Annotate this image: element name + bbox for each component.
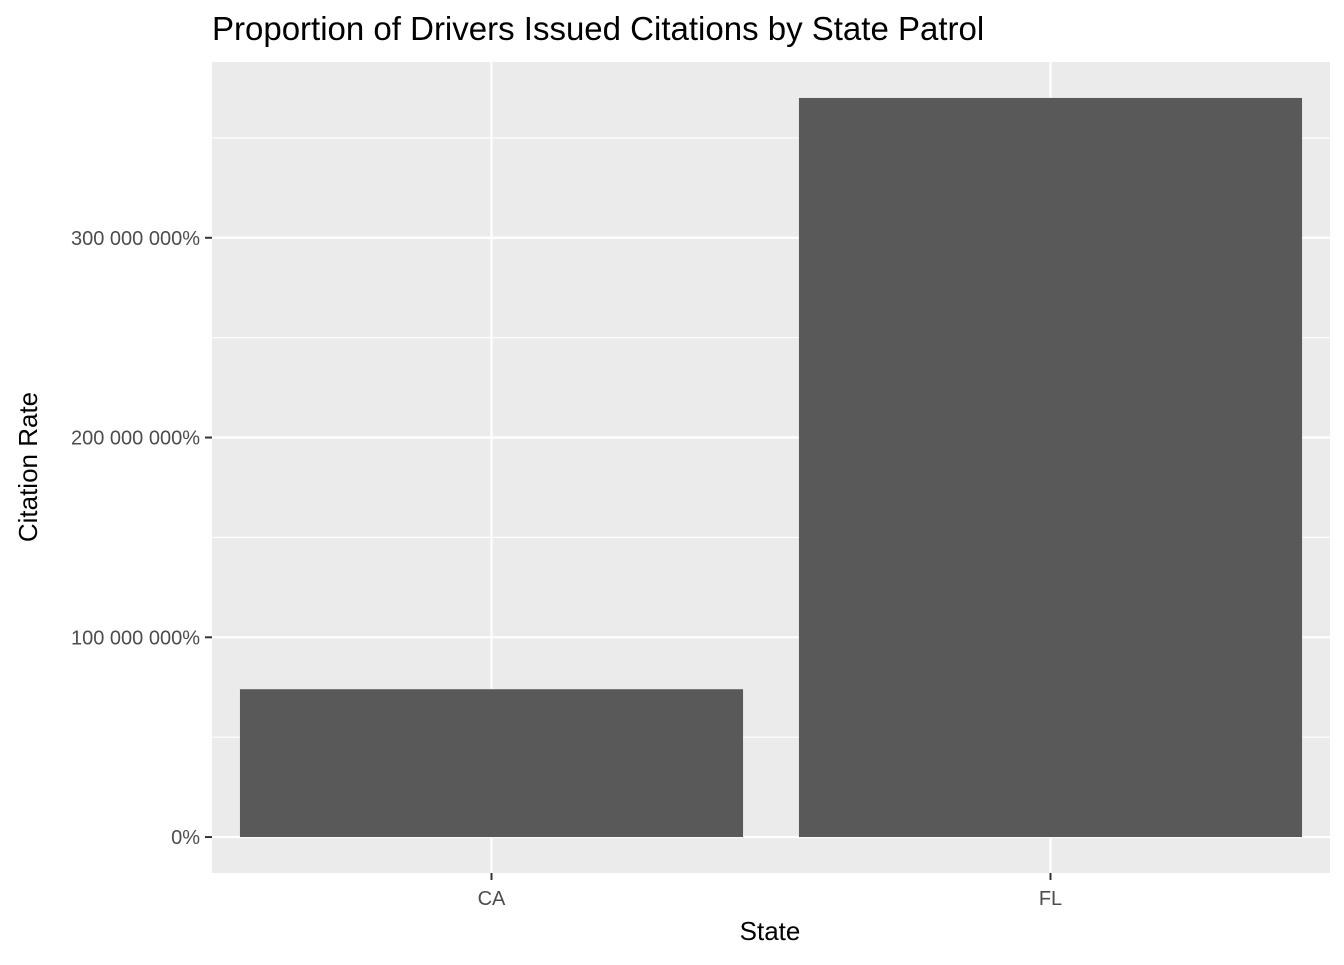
y-tick-label: 200 000 000% — [71, 428, 200, 450]
x-axis: CA FL — [478, 873, 1062, 910]
y-axis-title: Citation Rate — [13, 392, 43, 542]
y-tick-label: 100 000 000% — [71, 627, 200, 649]
bar-fl — [798, 97, 1303, 838]
y-axis: 0% 100 000 000% 200 000 000% 300 000 000% — [71, 228, 212, 849]
bar-ca — [239, 689, 744, 838]
x-axis-title: State — [740, 916, 801, 946]
chart-title: Proportion of Drivers Issued Citations b… — [212, 10, 984, 47]
x-tick-label: CA — [478, 888, 506, 910]
x-tick-label: FL — [1039, 888, 1062, 910]
y-tick-label: 300 000 000% — [71, 228, 200, 250]
bars — [239, 97, 1303, 838]
y-tick-label: 0% — [171, 827, 200, 849]
